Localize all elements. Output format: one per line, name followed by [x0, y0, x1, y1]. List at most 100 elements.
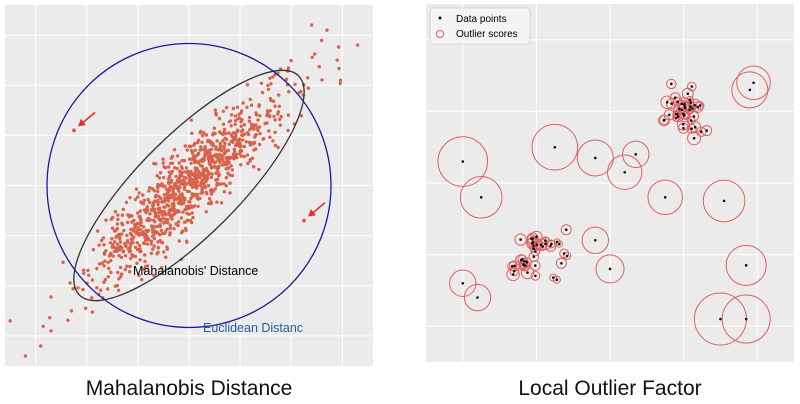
data-point — [103, 277, 108, 282]
data-point — [148, 218, 152, 222]
data-point — [209, 188, 213, 192]
data-point — [227, 142, 231, 147]
data-point — [142, 208, 147, 212]
data-point — [146, 228, 151, 233]
outlier-arrow — [81, 111, 96, 124]
data-point — [224, 167, 228, 171]
data-point — [184, 182, 188, 186]
data-point — [166, 199, 171, 203]
data-point — [273, 118, 277, 122]
data-point — [221, 153, 225, 157]
data-point — [705, 129, 708, 132]
data-point — [144, 238, 148, 242]
data-point — [692, 115, 696, 118]
data-point — [177, 161, 181, 165]
data-point — [233, 114, 238, 118]
data-point — [670, 82, 673, 86]
data-point — [134, 187, 139, 191]
data-point — [271, 75, 275, 79]
data-point — [195, 196, 199, 200]
outlier-score-circle — [527, 236, 539, 249]
data-point — [686, 92, 690, 95]
data-point — [188, 183, 192, 187]
data-point — [97, 262, 102, 266]
data-point — [168, 231, 172, 235]
data-point — [260, 90, 265, 95]
data-point — [181, 178, 185, 182]
outlier-score-circle — [553, 238, 561, 246]
data-point — [215, 139, 219, 143]
data-point — [277, 93, 281, 97]
data-point — [523, 260, 526, 263]
data-point — [178, 169, 182, 174]
data-point — [152, 244, 156, 248]
data-point — [212, 126, 217, 130]
data-point — [148, 186, 152, 190]
data-point — [191, 155, 196, 159]
outlier-point — [302, 218, 306, 223]
data-point — [97, 243, 101, 247]
data-point — [162, 193, 167, 197]
data-point — [276, 145, 280, 150]
data-point — [247, 115, 252, 120]
data-point — [107, 254, 112, 258]
data-point — [299, 114, 304, 118]
data-point — [257, 142, 262, 147]
outlier-score-circle — [677, 99, 687, 109]
outlier-score-circle — [560, 224, 572, 236]
data-point — [217, 160, 222, 164]
data-point — [49, 329, 53, 333]
data-point — [112, 249, 117, 254]
data-point — [183, 170, 187, 174]
data-point — [239, 154, 243, 158]
data-point — [210, 165, 214, 170]
data-point — [531, 240, 535, 244]
data-point — [226, 171, 230, 175]
data-point — [207, 159, 212, 164]
data-point — [683, 102, 686, 106]
data-point — [335, 58, 339, 62]
data-point — [159, 209, 163, 214]
data-point — [273, 104, 277, 108]
data-point — [115, 222, 120, 226]
data-point — [111, 254, 115, 258]
legend-label-data-points: Data points — [456, 14, 507, 25]
data-point — [148, 212, 152, 216]
legend: Data points Outlier scores — [429, 7, 531, 45]
data-point — [156, 207, 160, 211]
data-point — [209, 175, 214, 179]
data-point — [250, 156, 255, 160]
data-point — [193, 171, 197, 175]
lof-caption: Local Outlier Factor — [518, 377, 702, 400]
data-point — [91, 248, 96, 252]
data-point — [115, 227, 120, 231]
data-point — [163, 198, 167, 202]
data-point — [195, 174, 199, 178]
data-point — [110, 245, 114, 249]
outlier-score-circle — [449, 269, 477, 297]
data-point — [181, 229, 185, 233]
data-point — [161, 157, 165, 161]
data-point — [271, 139, 275, 143]
data-point — [90, 278, 95, 282]
data-point — [310, 55, 314, 59]
data-point — [121, 207, 126, 212]
data-point — [222, 147, 226, 151]
data-point — [268, 109, 272, 113]
data-point — [136, 195, 140, 199]
data-point — [95, 266, 99, 271]
data-point — [159, 196, 163, 201]
data-point — [135, 261, 139, 265]
data-point — [156, 250, 160, 254]
data-point — [461, 281, 465, 285]
data-point — [235, 141, 239, 146]
data-point — [512, 270, 516, 273]
data-point — [185, 219, 189, 223]
data-point — [194, 183, 199, 187]
data-point — [99, 238, 104, 243]
data-point — [256, 118, 260, 122]
data-point — [84, 306, 88, 310]
data-point — [224, 137, 229, 142]
data-point — [108, 241, 113, 245]
data-point — [106, 275, 111, 279]
